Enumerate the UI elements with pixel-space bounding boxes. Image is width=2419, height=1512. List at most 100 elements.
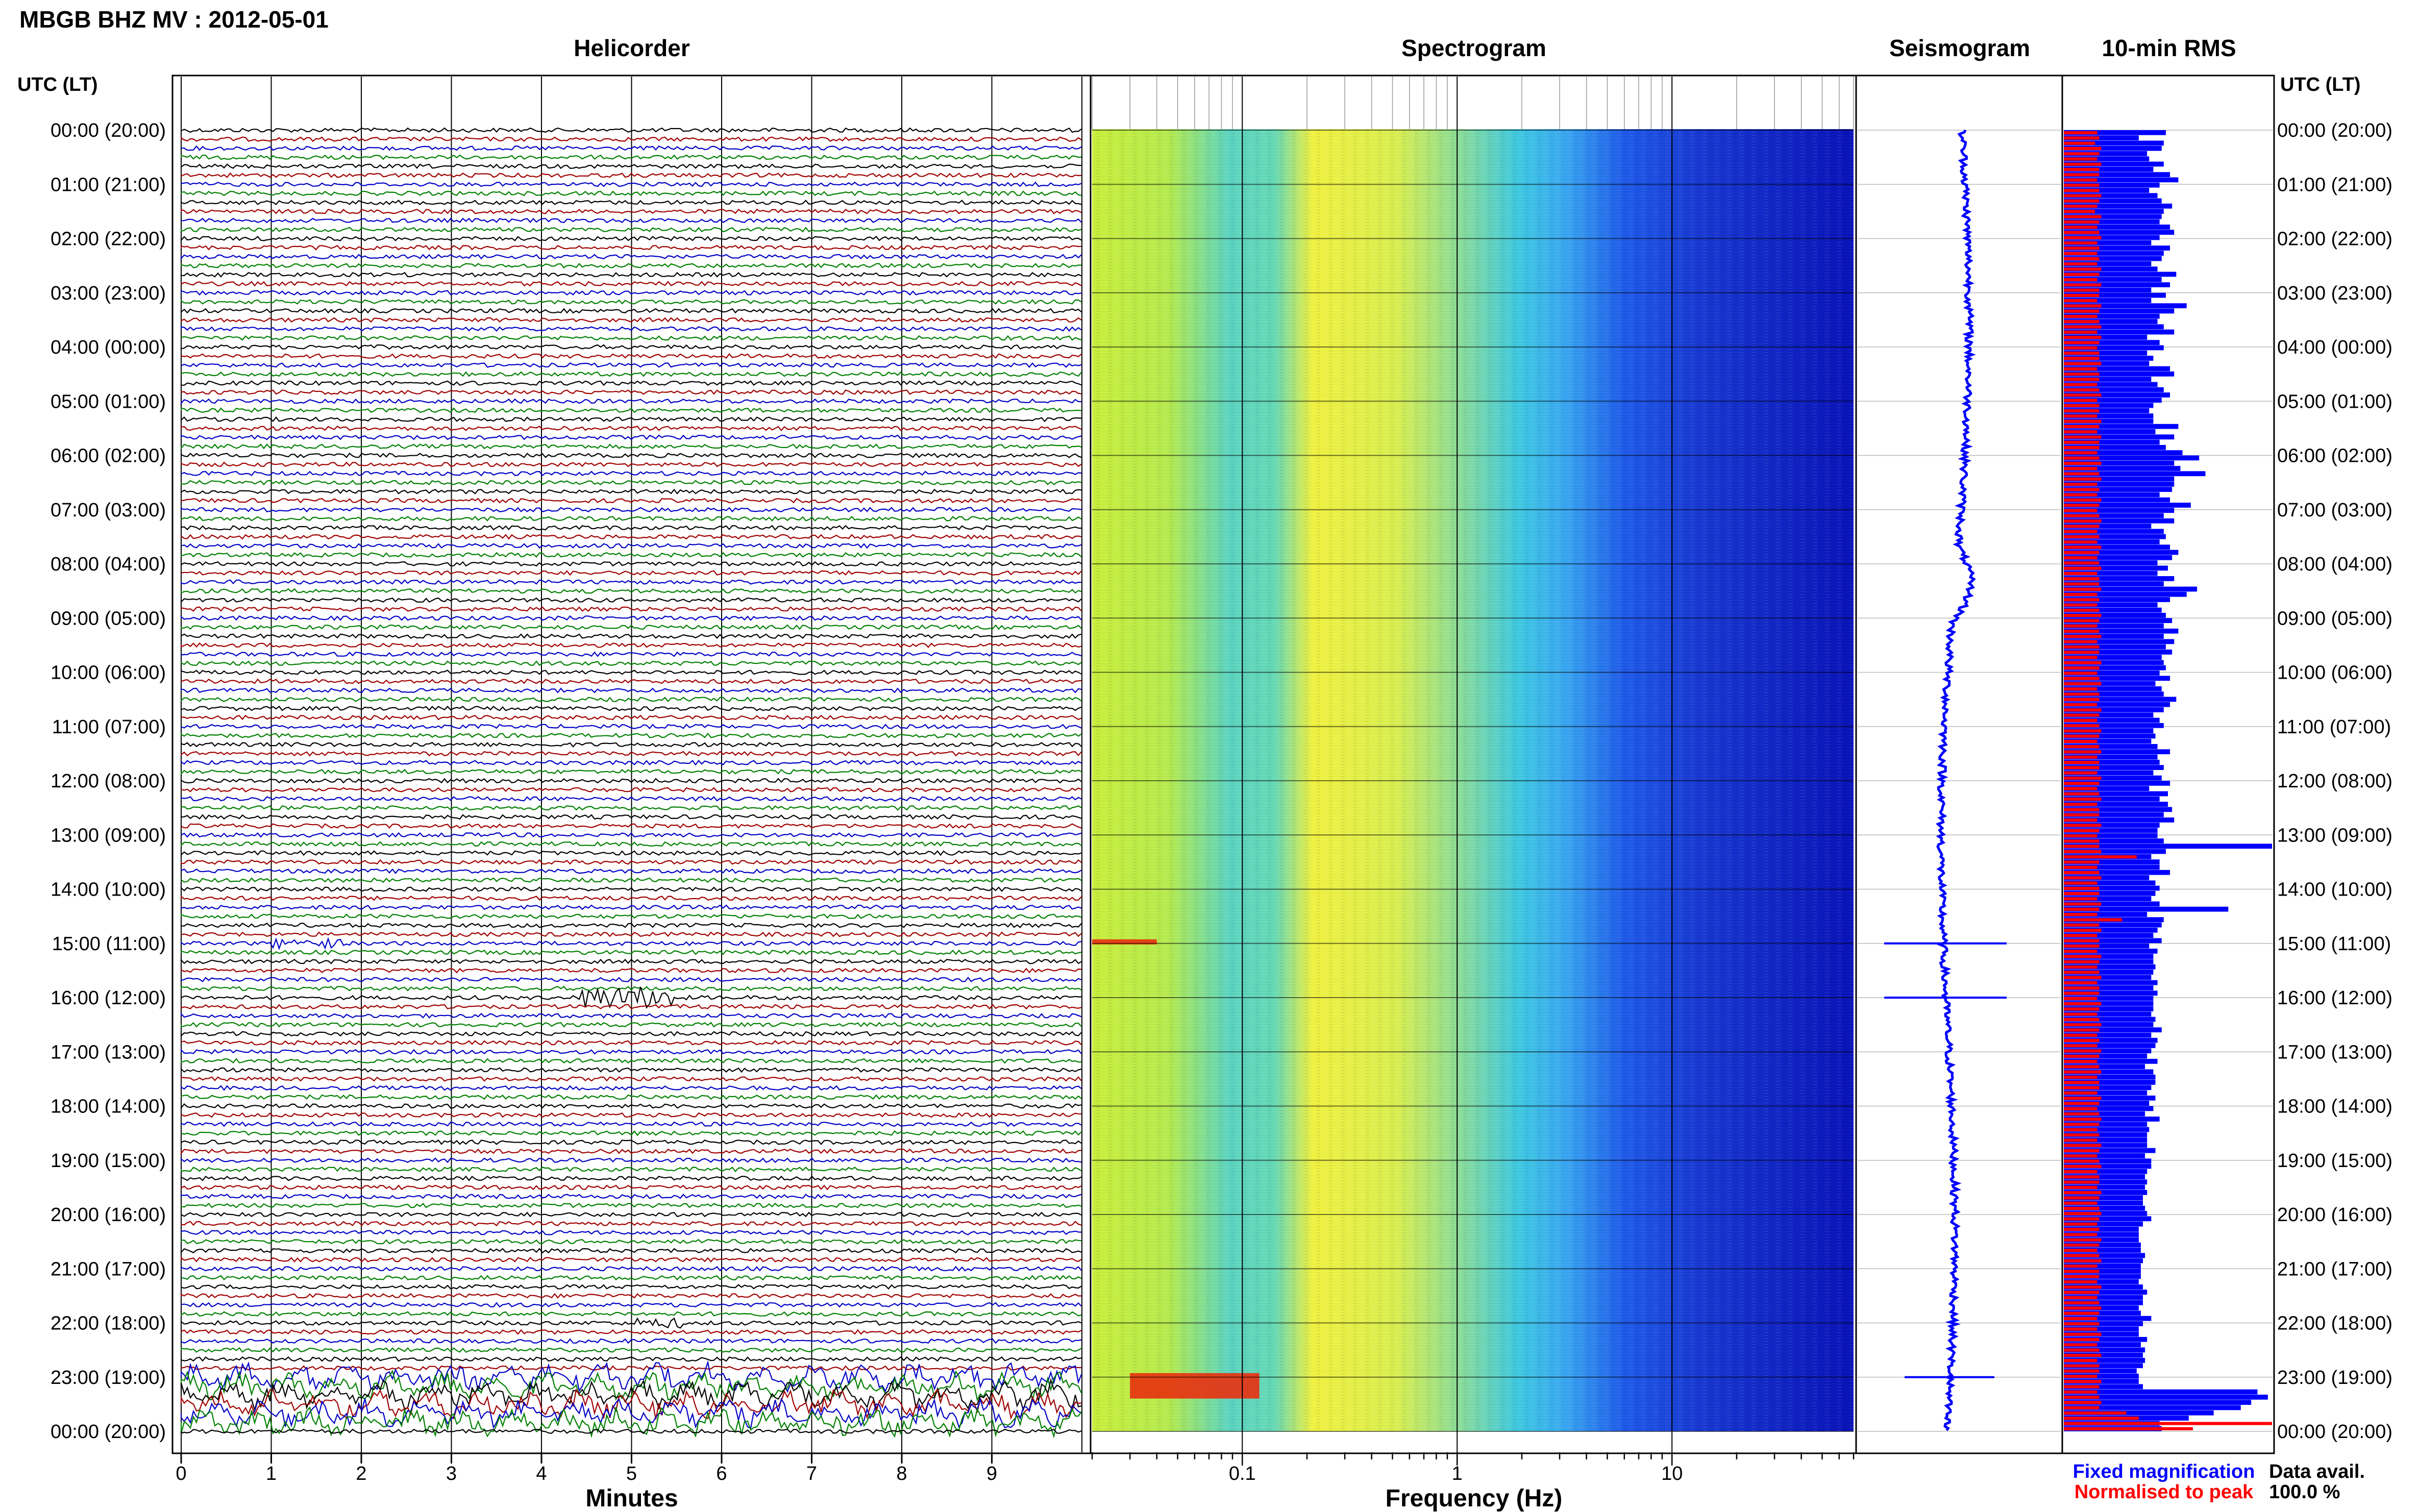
helicorder-trace-row [180, 344, 1082, 350]
helicorder-trace-row [180, 353, 1082, 359]
rms-bar-fixed [2064, 1242, 2141, 1248]
helicorder-trace-row [180, 868, 1082, 874]
utc-lt-label-right: UTC (LT) [2280, 74, 2361, 95]
rms-bar-fixed [2064, 927, 2158, 933]
seismogram-title: Seismogram [1889, 35, 2030, 61]
helicorder-trace-row [180, 163, 1081, 169]
rms-bar-fixed [2064, 676, 2170, 681]
helicorder-trace-row [180, 977, 1082, 982]
rms-bar-normalised [2064, 357, 2100, 360]
helicorder-trace-row [180, 724, 1082, 730]
rms-bar-normalised [2064, 451, 2097, 455]
rms-bar-normalised [2064, 891, 2100, 896]
rms-bar-fixed [2064, 1127, 2150, 1132]
rms-bar-fixed [2064, 398, 2162, 403]
helicorder-trace-row [180, 1157, 1082, 1163]
time-label-right: 21:00 (17:00) [2277, 1258, 2392, 1280]
helicorder-trace-row [180, 778, 1082, 784]
helicorder-trace-row [180, 453, 1082, 458]
rms-bar-fixed [2064, 455, 2200, 461]
rms-bar-fixed [2064, 576, 2175, 581]
helicorder-trace-row [180, 1266, 1082, 1272]
rms-bar-normalised [2064, 404, 2100, 407]
helicorder-trace-row [180, 588, 1082, 594]
rms-bar-normalised [2064, 194, 2102, 197]
helicorder-trace-row [180, 1378, 1082, 1412]
rms-bar-normalised [2064, 1128, 2097, 1131]
rms-bar-normalised [2064, 488, 2100, 491]
helicorder-trace-row [180, 1238, 1082, 1245]
rms-bar-normalised [2064, 976, 2102, 979]
rms-bar-fixed [2064, 901, 2160, 907]
rms-bar-normalised [2064, 1390, 2097, 1394]
helicorder-trace-row [180, 434, 1082, 440]
rms-bar-normalised [2064, 1249, 2097, 1252]
rms-bar-normalised [2064, 288, 2100, 292]
rms-bar-normalised [2064, 341, 2100, 344]
rms-bar-fixed [2064, 403, 2154, 408]
rms-bar-normalised [2064, 1038, 2100, 1043]
rms-bar-normalised [2064, 729, 2102, 733]
rms-bar-normalised [2064, 1327, 2097, 1331]
helicorder-trace-row [180, 1202, 1082, 1208]
time-label-left: 17:00 (13:00) [51, 1042, 166, 1063]
rms-bar-normalised [2064, 399, 2097, 402]
helicorder-trace-row [180, 1229, 1082, 1235]
rms-bar-fixed [2064, 870, 2170, 875]
rms-bar-fixed [2064, 329, 2175, 335]
rms-bar-fixed [2064, 759, 2160, 765]
rms-bar-fixed [2064, 1410, 2214, 1416]
rms-bar-fixed [2064, 906, 2229, 912]
helicorder-trace-row [180, 190, 1082, 196]
rms-bar-normalised [2064, 598, 2100, 602]
rms-bar-fixed [2064, 1342, 2141, 1347]
helicorder-trace-row [180, 1121, 1082, 1127]
rms-bar-fixed [2064, 1122, 2148, 1127]
rms-bar-fixed [2064, 219, 2160, 225]
rms-bar-normalised [2064, 829, 2100, 832]
helicorder-trace-row [180, 136, 1082, 142]
rms-bar-normalised [2064, 603, 2097, 607]
rms-bar-normalised [2064, 226, 2097, 229]
rms-bar-normalised [2064, 509, 2097, 512]
rms-bar-fixed [2064, 166, 2154, 172]
rms-bar-normalised [2064, 897, 2097, 901]
helicorder-trace-row [180, 1022, 1082, 1028]
rms-bar-fixed [2064, 424, 2179, 429]
rms-bar-fixed [2064, 1011, 2152, 1017]
rms-bar-normalised [2064, 1265, 2097, 1268]
rms-bar-normalised [2064, 923, 2100, 927]
rms-bar-normalised [2064, 1154, 2097, 1158]
rms-bar-fixed [2064, 844, 2272, 849]
rms-bar-fixed [2064, 1211, 2148, 1216]
helicorder-tick-label: 6 [716, 1463, 727, 1484]
helicorder-trace-row [180, 335, 1082, 341]
rms-bar-normalised [2064, 183, 2100, 187]
rms-bar-fixed [2064, 896, 2152, 901]
helicorder-trace-row [180, 1338, 1082, 1344]
rms-bar-normalised [2064, 792, 2100, 796]
rms-bar-normalised [2064, 1086, 2100, 1089]
rms-bar-fixed [2064, 1290, 2148, 1295]
helicorder-tick-label: 8 [896, 1463, 907, 1484]
rms-bar-normalised [2064, 635, 2102, 638]
rms-bar-normalised [2064, 1422, 2272, 1425]
rms-bar-fixed [2064, 1269, 2141, 1274]
rms-bar-fixed [2064, 1022, 2154, 1027]
rms-bar-fixed [2064, 738, 2152, 744]
rms-bar-normalised [2064, 493, 2097, 497]
rms-bar-fixed [2064, 1064, 2145, 1070]
rms-bar-fixed [2064, 607, 2162, 613]
rms-bar-normalised [2064, 808, 2100, 811]
rms-bar-normalised [2064, 189, 2100, 192]
helicorder-trace-row [180, 507, 1082, 513]
rms-bar-normalised [2064, 1296, 2097, 1299]
rms-bar-fixed [2064, 639, 2175, 645]
helicorder-trace-row [180, 1221, 1082, 1227]
helicorder-trace-row [180, 579, 1082, 585]
rms-bar-normalised [2064, 1191, 2102, 1195]
rms-bar-fixed [2064, 938, 2162, 944]
rms-bar-fixed [2064, 287, 2152, 293]
helicorder-trace-row [180, 561, 1082, 567]
rms-bar-fixed [2064, 361, 2150, 366]
